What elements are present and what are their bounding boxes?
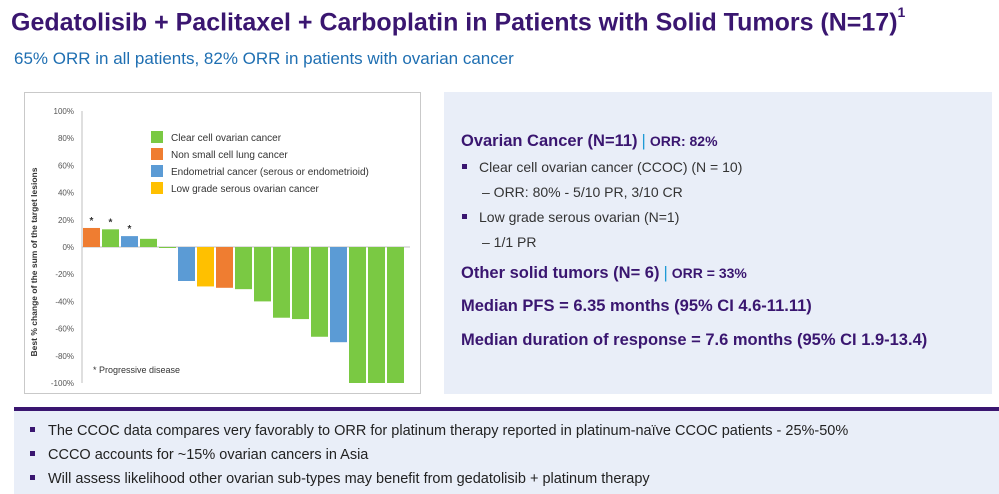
waterfall-bar xyxy=(292,247,309,320)
waterfall-bar xyxy=(330,247,347,343)
y-tick-label: -60% xyxy=(55,325,74,334)
chart-footnote: * Progressive disease xyxy=(93,365,180,375)
heading-separator: | xyxy=(663,264,668,282)
y-tick-label: -40% xyxy=(55,297,74,306)
y-tick-label: 0% xyxy=(62,243,74,252)
legend-label: Low grade serous ovarian cancer xyxy=(171,184,320,195)
other-tumors-orr: ORR = 33% xyxy=(671,265,747,281)
median-dor: Median duration of response = 7.6 months… xyxy=(461,331,928,349)
waterfall-bar xyxy=(254,247,271,302)
y-tick-label: -100% xyxy=(51,379,74,388)
legend-label: Endometrial cancer (serous or endometrio… xyxy=(171,167,369,178)
bullet-marker xyxy=(30,474,35,480)
legend-swatch xyxy=(151,148,163,160)
slide-subtitle: 65% ORR in all patients, 82% ORR in pati… xyxy=(14,49,514,68)
y-axis-title: Best % change of the sum of the target l… xyxy=(29,167,39,356)
waterfall-chart-svg: 100% 80% 60% 40% 20% 0% -20% -40% -60% -80% -100% B… xyxy=(29,107,410,388)
bullet-low-grade: Low grade serous ovarian (N=1) xyxy=(462,209,679,225)
bullet-marker xyxy=(462,213,467,219)
title-footnote-ref: 1 xyxy=(897,4,906,20)
y-tick-label: -80% xyxy=(55,352,74,361)
sub-low-grade-pr: – 1/1 PR xyxy=(482,234,537,250)
takeaway-2: CCCO accounts for ~15% ovarian cancers i… xyxy=(30,447,368,463)
takeaway-1: The CCOC data compares very favorably to… xyxy=(30,423,848,439)
waterfall-bar xyxy=(349,247,366,383)
y-tick-label: -20% xyxy=(55,270,74,279)
legend-swatch xyxy=(151,182,163,194)
y-tick-label: 60% xyxy=(58,161,74,170)
bullet-marker xyxy=(30,450,35,456)
waterfall-bar xyxy=(387,247,404,383)
heading-separator: | xyxy=(641,132,646,150)
bullet-marker xyxy=(462,163,467,169)
waterfall-bar xyxy=(368,247,385,383)
other-tumors-text: Other solid tumors (N= 6) xyxy=(461,264,660,282)
waterfall-bar xyxy=(273,247,290,318)
results-panel: Ovarian Cancer (N=11) | ORR: 82% Clear cel… xyxy=(444,92,992,394)
waterfall-chart: 100% 80% 60% 40% 20% 0% -20% -40% -60% -80% -100% B… xyxy=(24,92,421,394)
ovarian-heading: Ovarian Cancer (N=11) | ORR: 82% xyxy=(461,132,718,151)
takeaway-3: Will assess likelihood other ovarian sub… xyxy=(30,471,650,487)
waterfall-bar xyxy=(159,247,176,248)
legend-swatch xyxy=(151,131,163,143)
other-tumors-heading: Other solid tumors (N= 6) | ORR = 33% xyxy=(461,264,747,283)
y-tick-label: 20% xyxy=(58,216,74,225)
ovarian-heading-text: Ovarian Cancer (N=11) xyxy=(461,132,638,150)
legend-swatch xyxy=(151,165,163,177)
y-tick-label: 80% xyxy=(58,134,74,143)
median-pfs: Median PFS = 6.35 months (95% CI 4.6-11.… xyxy=(461,297,812,315)
progressive-disease-marker: * xyxy=(109,217,113,228)
slide-title: Gedatolisib + Paclitaxel + Carboplatin i… xyxy=(11,4,905,37)
takeaway-1-text: The CCOC data compares very favorably to… xyxy=(48,423,849,439)
waterfall-bar xyxy=(121,236,138,247)
ovarian-orr: ORR: 82% xyxy=(649,133,718,149)
progressive-disease-marker: * xyxy=(90,216,94,227)
slide-title-text: Gedatolisib + Paclitaxel + Carboplatin i… xyxy=(11,8,898,37)
waterfall-bar xyxy=(311,247,328,337)
sub-ccoc-orr: – ORR: 80% - 5/10 PR, 3/10 CR xyxy=(482,184,683,200)
takeaway-2-text: CCCO accounts for ~15% ovarian cancers i… xyxy=(48,447,369,463)
legend-label: Clear cell ovarian cancer xyxy=(171,133,282,144)
waterfall-bar xyxy=(83,227,100,247)
waterfall-bar xyxy=(178,247,195,281)
bullet-marker xyxy=(30,426,35,432)
y-tick-label: 40% xyxy=(58,189,74,198)
takeaway-3-text: Will assess likelihood other ovarian sub… xyxy=(48,471,650,487)
bullet-ccoc-text: Clear cell ovarian cancer (CCOC) (N = 10… xyxy=(479,159,743,175)
waterfall-bar xyxy=(102,229,119,247)
waterfall-bar xyxy=(216,247,233,288)
progressive-disease-marker: * xyxy=(128,224,132,235)
y-tick-label: 100% xyxy=(54,107,74,116)
waterfall-bar xyxy=(235,247,252,290)
waterfall-bar xyxy=(197,247,214,287)
waterfall-bar xyxy=(140,238,157,247)
legend-label: Non small cell lung cancer xyxy=(171,150,288,161)
bullet-low-grade-text: Low grade serous ovarian (N=1) xyxy=(479,209,680,225)
takeaways-box: The CCOC data compares very favorably to… xyxy=(14,411,999,494)
bullet-ccoc: Clear cell ovarian cancer (CCOC) (N = 10… xyxy=(462,159,742,175)
section-divider xyxy=(14,407,999,411)
